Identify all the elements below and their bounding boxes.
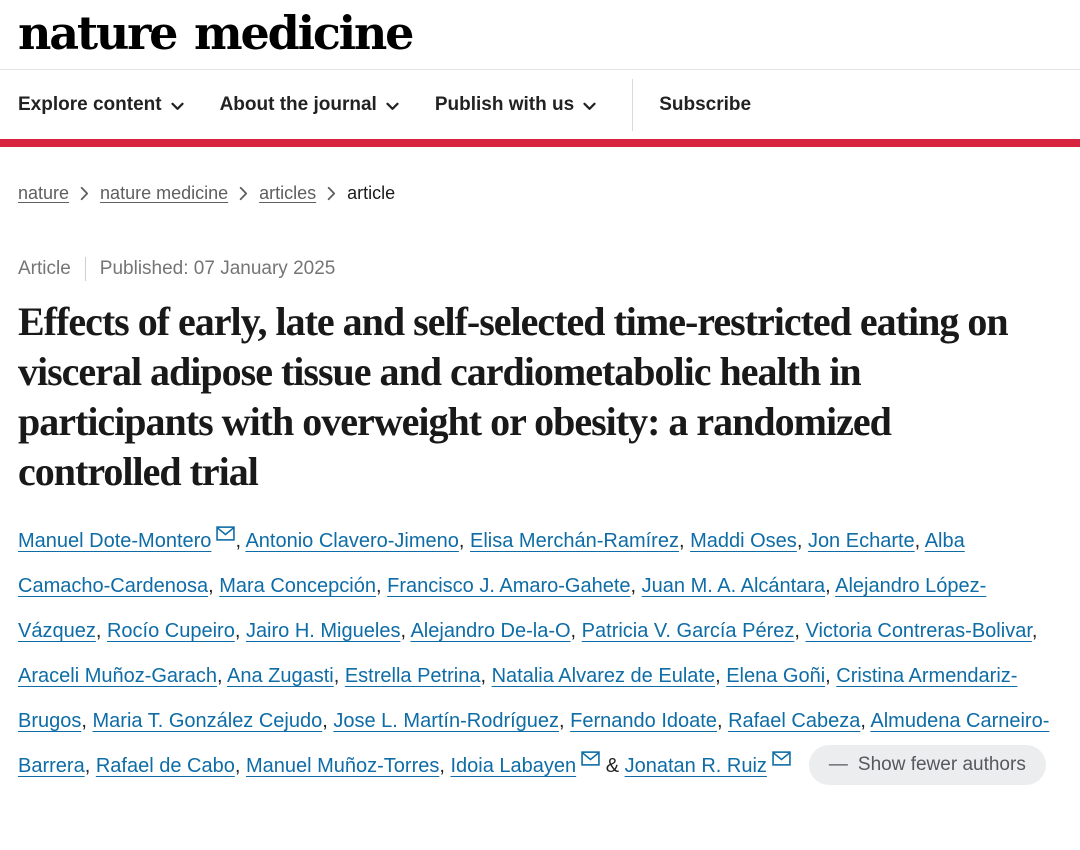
author-link[interactable]: Maria T. González Cejudo <box>92 710 323 733</box>
author-link[interactable]: Natalia Alvarez de Eulate <box>491 665 716 688</box>
nav-divider <box>632 78 634 131</box>
nav-item-explore-content[interactable]: Explore content <box>18 94 184 116</box>
authors: Manuel Dote-Montero, Antonio Clavero-Jim… <box>18 519 1062 789</box>
author-link[interactable]: Rafael Cabeza <box>728 710 861 733</box>
breadcrumb-separator <box>327 186 336 201</box>
author-link[interactable]: Fernando Idoate <box>570 710 717 733</box>
author-link[interactable]: Manuel Muñoz-Torres <box>245 755 440 778</box>
author-link[interactable]: Manuel Dote-Montero <box>18 530 212 553</box>
subscribe-button[interactable]: Subscribe <box>659 93 752 115</box>
author-link[interactable]: Idoia Labayen <box>450 755 577 778</box>
author-link[interactable]: Alejandro De-la-O <box>410 620 571 643</box>
breadcrumb-link-nature[interactable]: nature <box>18 183 70 204</box>
author-link[interactable]: Almudena Carneiro-Barrera <box>18 710 1050 778</box>
author-link[interactable]: Cristina Armendariz-Brugos <box>18 665 1018 733</box>
logo-band: nature medicine <box>0 0 1080 69</box>
article-page: nature nature medicine articles article Art… <box>0 183 1080 789</box>
show-fewer-label: Show fewer authors <box>857 753 1026 775</box>
author-link[interactable]: Rafael de Cabo <box>95 755 235 778</box>
email-icon[interactable] <box>772 751 791 766</box>
author-link[interactable]: Ana Zugasti <box>226 665 334 688</box>
author-link[interactable]: Alejandro López-Vázquez <box>18 575 987 643</box>
author-link[interactable]: Juan M. A. Alcántara <box>641 575 826 598</box>
show-fewer-authors-button[interactable]: — Show fewer authors <box>808 744 1046 785</box>
nav-item-publish-with-us[interactable]: Publish with us <box>435 94 596 116</box>
author-link[interactable]: Jon Echarte <box>807 530 915 553</box>
chevron-down-icon <box>583 102 596 110</box>
breadcrumb-current: article <box>347 183 396 204</box>
author-link[interactable]: Maddi Oses <box>690 530 797 553</box>
primary-nav-items: Explore content About the journal Publish … <box>18 94 632 116</box>
email-icon[interactable] <box>581 751 600 766</box>
nav-item-about-the-journal[interactable]: About the journal <box>220 94 399 116</box>
chevron-right-icon <box>80 187 89 201</box>
author-link[interactable]: Estrella Petrina <box>344 665 481 688</box>
author-link[interactable]: Antonio Clavero-Jimeno <box>245 530 459 553</box>
nav-item-label: Publish with us <box>434 93 575 115</box>
breadcrumb-separator <box>239 186 248 201</box>
meta-divider <box>84 257 86 282</box>
author-link[interactable]: Francisco J. Amaro-Gahete <box>387 575 631 598</box>
author-link[interactable]: Araceli Muñoz-Garach <box>18 665 217 688</box>
chevron-right-icon <box>239 187 248 201</box>
author-link[interactable]: Elena Goñi <box>726 665 826 688</box>
journal-logo[interactable]: nature medicine <box>18 6 414 60</box>
breadcrumb-link-articles[interactable]: articles <box>259 183 317 204</box>
chevron-down-icon <box>386 102 399 110</box>
author-link[interactable]: Patricia V. García Pérez <box>581 620 795 643</box>
breadcrumb: nature nature medicine articles article <box>18 183 1062 204</box>
breadcrumb-link-nature-medicine[interactable]: nature medicine <box>100 183 229 204</box>
article-type-label: Article <box>18 258 71 280</box>
author-link[interactable]: Mara Concepción <box>219 575 376 598</box>
primary-nav: Explore content About the journal Publish … <box>0 69 1080 139</box>
nav-item-label: Explore content <box>18 93 162 115</box>
published-date: Published: 07 January 2025 <box>99 258 336 280</box>
author-link[interactable]: Jose L. Martín-Rodríguez <box>333 710 560 733</box>
author-link[interactable]: Jairo H. Migueles <box>245 620 401 643</box>
email-icon[interactable] <box>216 526 236 541</box>
author-link[interactable]: Victoria Contreras-Bolivar <box>805 620 1032 643</box>
author-link[interactable]: Rocío Cupeiro <box>106 620 235 643</box>
author-link[interactable]: Jonatan R. Ruiz <box>624 755 767 778</box>
article-meta: Article Published: 07 January 2025 <box>18 257 1062 282</box>
author-link[interactable]: Alba Camacho-Cardenosa <box>18 530 965 598</box>
nav-item-label: About the journal <box>219 93 377 115</box>
breadcrumb-separator <box>80 186 89 201</box>
chevron-right-icon <box>327 187 336 201</box>
article-title: Effects of early, late and self-selected… <box>18 299 1009 495</box>
author-link[interactable]: Elisa Merchán-Ramírez <box>470 530 679 553</box>
chevron-down-icon <box>170 102 184 110</box>
minus-icon: — <box>828 753 848 775</box>
site-header: nature medicine Explore content About the… <box>0 0 1080 148</box>
brand-accent-bar <box>0 139 1080 148</box>
